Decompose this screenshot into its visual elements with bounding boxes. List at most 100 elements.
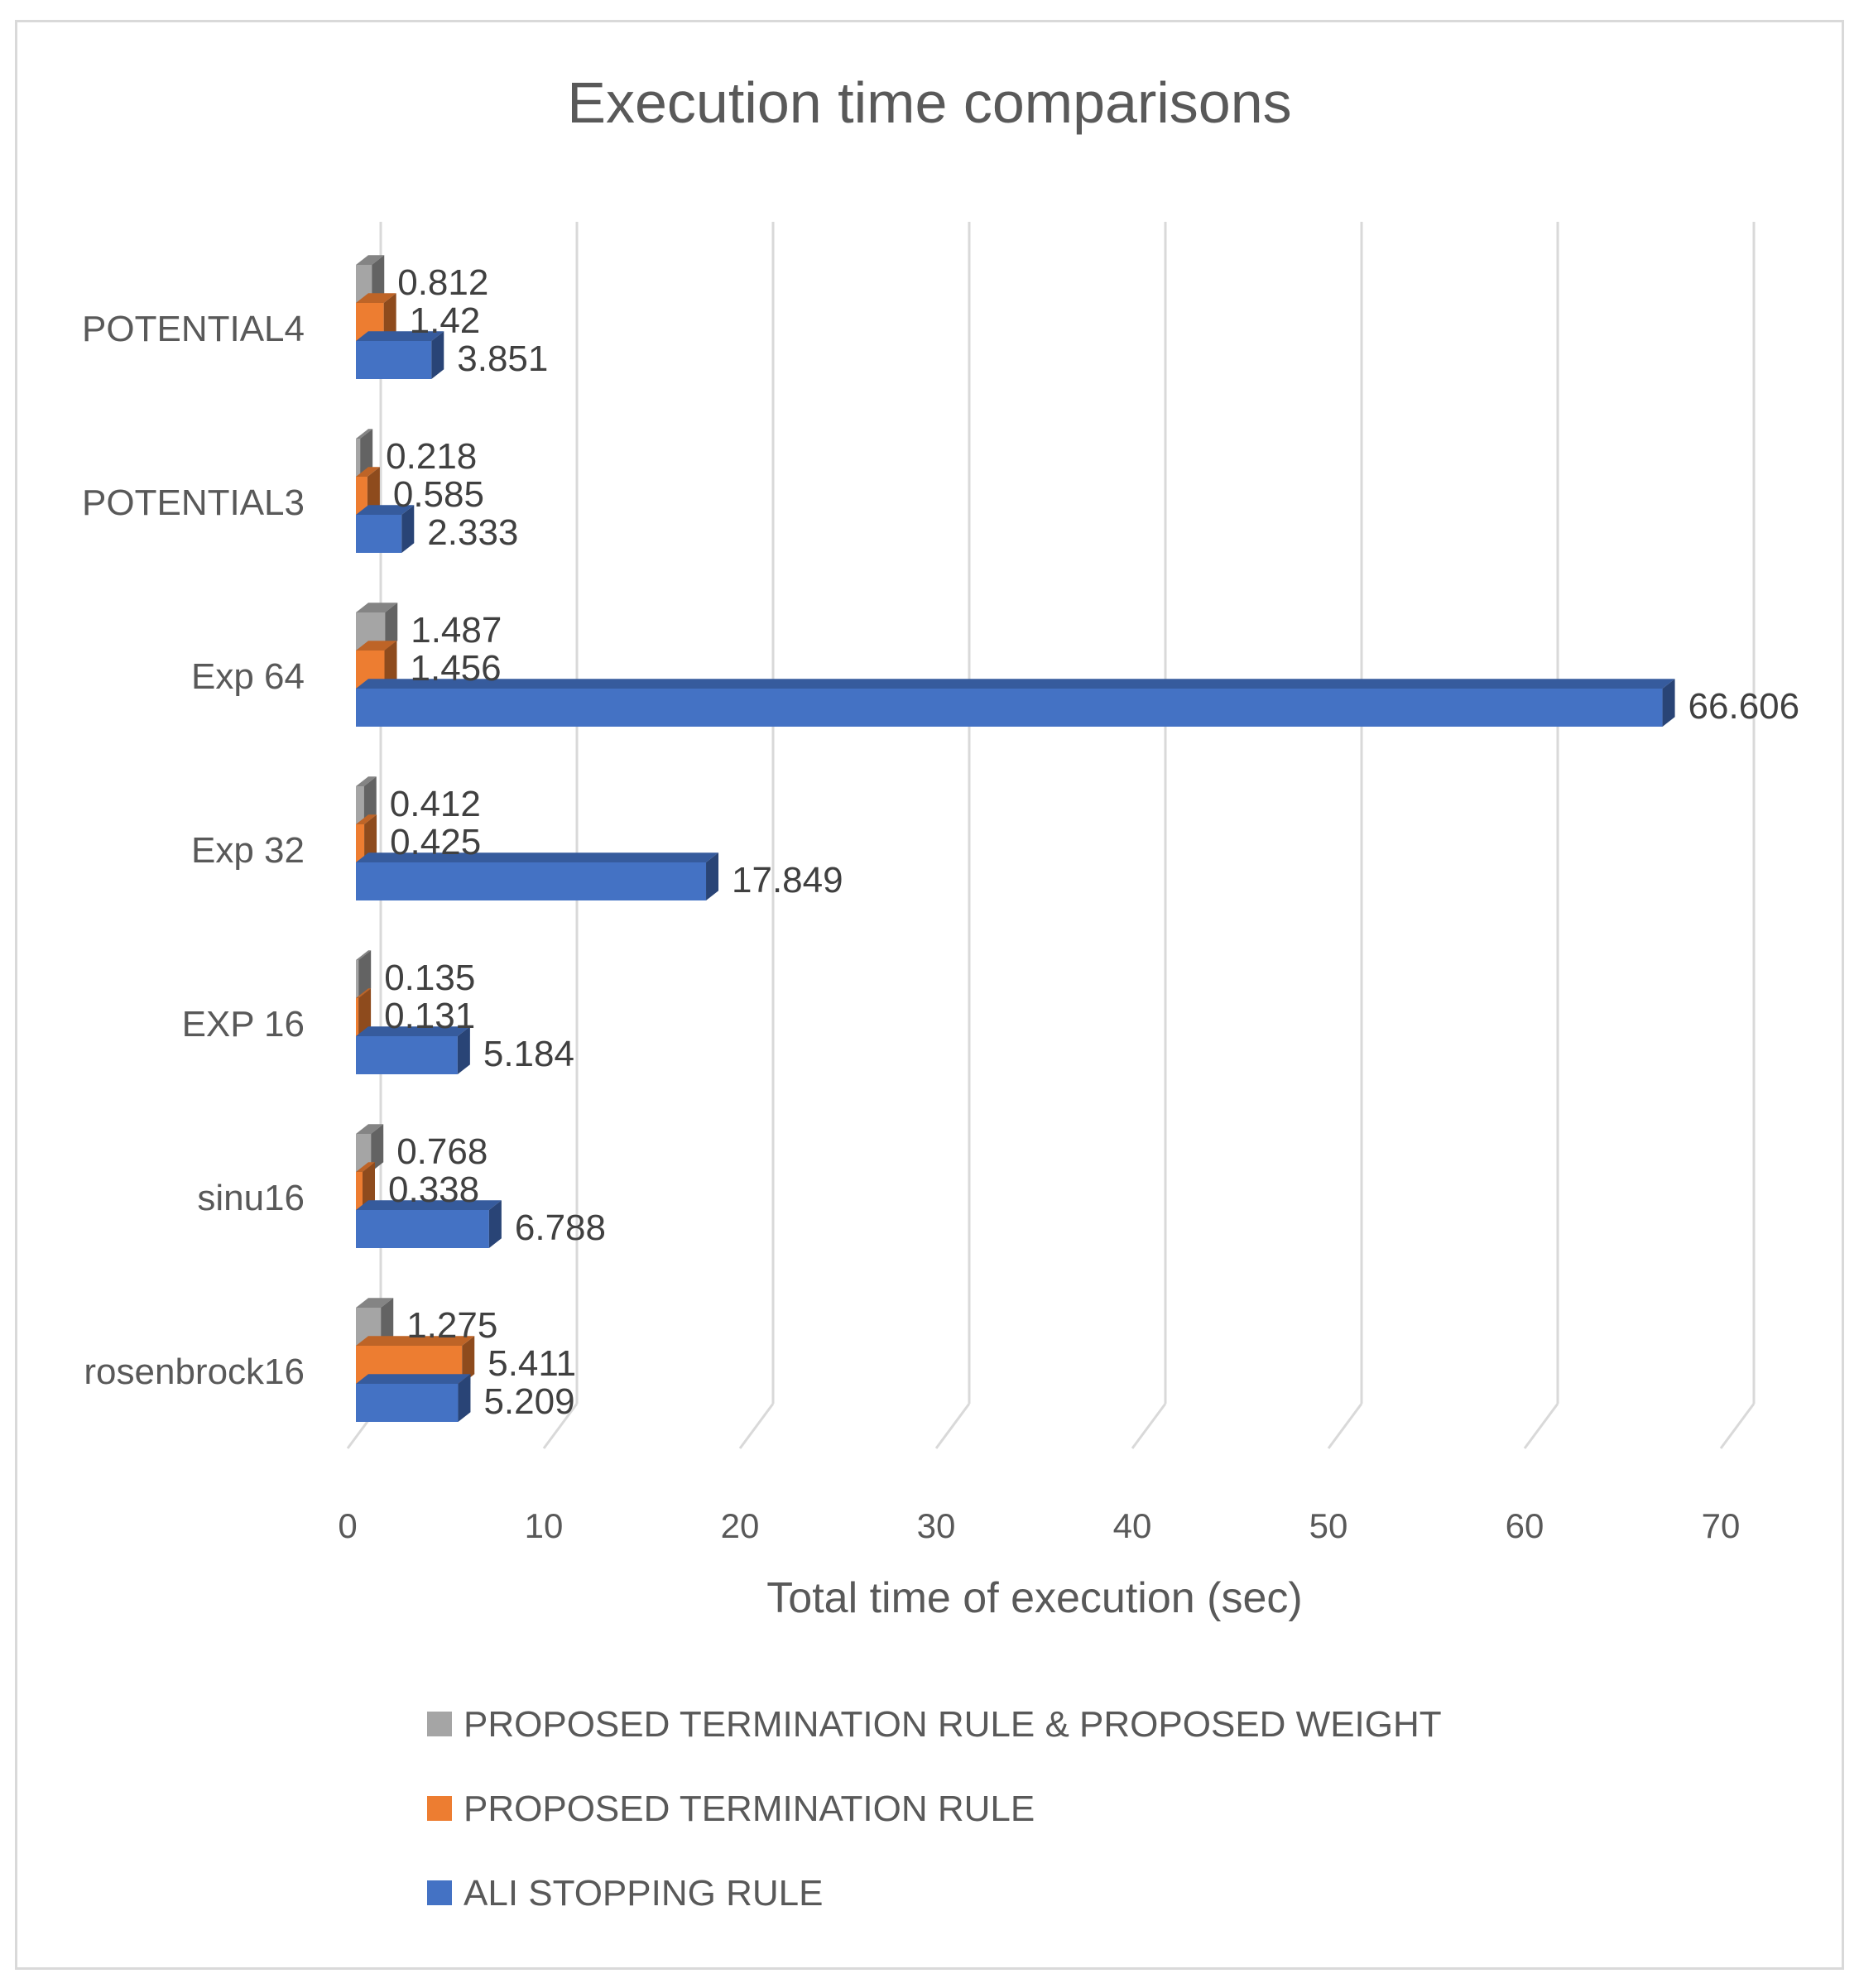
data-label: 1.42 [410,300,481,341]
data-label: 3.851 [457,339,548,379]
bar-front-face [356,824,365,862]
floor-line-2 [738,1403,775,1449]
bar [356,255,385,303]
bar-top-face [356,255,385,265]
floor-line-4 [1131,1403,1167,1449]
bar-side-face [385,603,398,651]
floor-line-5 [1327,1403,1363,1449]
bar-front-face [356,341,432,379]
bar [356,641,397,689]
floor-line-3 [934,1403,971,1449]
bar-top-face [356,1298,394,1308]
category-label: rosenbrock16 [84,1352,305,1392]
bar-side-face [401,505,415,553]
chart-title: Execution time comparisons [567,70,1291,135]
bar-front-face [356,960,359,998]
bar-side-face [358,950,372,998]
bar-side-face [384,641,397,689]
bar-front-face [356,689,1663,727]
bar-side-face [458,1374,471,1422]
legend-label: PROPOSED TERMINATION RULE & PROPOSED WEI… [464,1704,1442,1745]
bar [356,1124,384,1172]
legend-swatch [427,1796,452,1821]
category-label: POTENTIAL4 [82,309,305,349]
bar-side-face [381,1298,394,1346]
bar [356,988,372,1036]
bar [356,776,377,824]
bar [356,852,719,900]
data-label: 5.209 [483,1381,574,1422]
bar-front-face [356,998,359,1036]
data-label: 17.849 [732,860,843,900]
data-label: 5.184 [483,1034,574,1074]
bar-top-face [356,505,415,515]
bar-side-face [367,467,380,515]
bar-front-face [356,786,364,824]
x-tick-label: 0 [338,1506,357,1545]
x-tick-label: 30 [917,1506,956,1545]
legend-label: ALI STOPPING RULE [464,1873,823,1914]
legend: PROPOSED TERMINATION RULE & PROPOSED WEI… [427,1704,1442,1914]
x-axis-title: Total time of execution (sec) [766,1574,1302,1622]
bar-top-face [356,331,444,341]
bar [356,331,444,379]
bars [356,255,1675,1422]
bar-top-face [356,1200,502,1210]
bar-top-face [356,641,397,651]
bar [356,1026,470,1074]
legend-label: PROPOSED TERMINATION RULE [464,1789,1035,1829]
bar-top-face [356,1162,376,1172]
bar-top-face [356,1026,470,1036]
bar-front-face [356,265,372,303]
data-label: 1.487 [411,610,502,651]
bar [356,1200,502,1248]
data-label: 0.338 [388,1169,479,1210]
data-label: 1.275 [406,1305,497,1346]
bar-top-face [356,1124,384,1134]
bar-top-face [356,679,1675,689]
bar-side-face [363,776,377,824]
bar-front-face [356,1172,363,1210]
x-tick-label: 60 [1506,1506,1544,1545]
data-label: 6.788 [515,1208,606,1248]
bar-top-face [356,467,380,477]
bar-side-face [383,293,396,341]
bar [356,1298,394,1346]
bar-top-face [356,429,373,439]
data-label: 0.131 [384,996,475,1036]
category-labels: POTENTIAL4 POTENTIAL3 Exp 64 Exp 32 EXP 16 si… [82,309,305,1392]
bar-side-face [371,1124,384,1172]
bar-top-face [356,293,396,303]
data-label: 0.412 [390,784,481,824]
x-axis-ticks: 0 10 20 30 40 50 60 70 [338,1506,1740,1545]
bar-side-face [360,429,373,477]
bar [356,679,1675,727]
bar-side-face [372,255,385,303]
bar [356,1162,376,1210]
bar-top-face [356,1374,471,1384]
bar-side-face [1662,679,1675,727]
bar-top-face [356,852,719,862]
bar-top-face [356,814,377,824]
data-label: 66.606 [1688,686,1800,727]
bar-side-face [488,1200,502,1248]
x-tick-label: 50 [1309,1506,1348,1545]
bar-top-face [356,1336,475,1346]
data-label: 0.585 [393,474,484,515]
category-label: POTENTIAL3 [82,483,305,523]
bar-front-face [356,1134,372,1172]
bar [356,505,415,553]
bar-side-face [457,1026,470,1074]
data-label: 0.135 [384,958,475,998]
bar-front-face [356,439,361,477]
floor-line-6 [1523,1403,1559,1449]
bar-front-face [356,862,707,900]
bar-front-face [356,1384,459,1422]
bar-side-face [363,1162,376,1210]
bar-front-face [356,1210,489,1248]
data-label: 0.812 [397,262,488,303]
bar [356,429,373,477]
data-label: 5.411 [488,1343,576,1384]
